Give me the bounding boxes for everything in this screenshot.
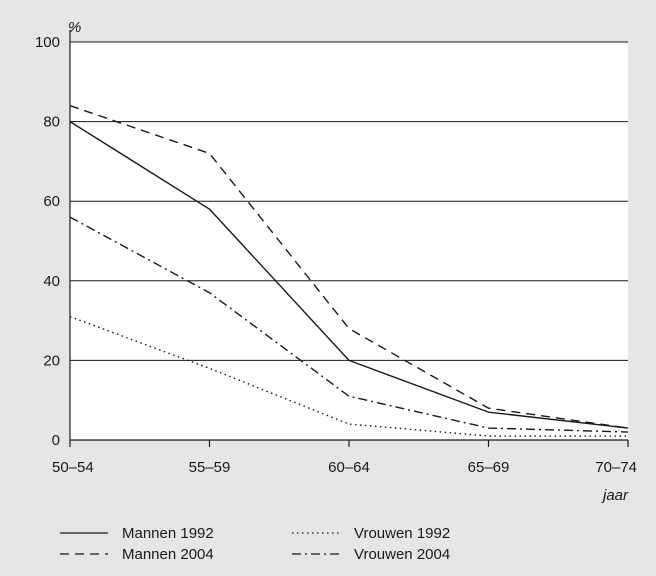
y-tick-label: 80	[43, 114, 60, 131]
x-tick-labels: 50–54 55–59 60–64 65–69 70–74	[52, 440, 637, 476]
legend-label: Vrouwen 1992	[354, 525, 450, 542]
grid-lines	[70, 41, 628, 361]
y-tick-label: 40	[43, 273, 60, 290]
legend-label: Mannen 2004	[122, 546, 214, 563]
series-line-vrouwen-2004	[69, 216, 629, 433]
x-tick-label: 60–64	[328, 459, 370, 476]
series-lines	[69, 105, 629, 437]
y-tick-label: 100	[35, 34, 60, 51]
y-tick-label: 0	[52, 432, 60, 449]
y-tick-labels: 0 20 40 60 80 100	[35, 34, 60, 449]
series-line-vrouwen-1992	[69, 315, 628, 437]
series-line-mannen-2004	[69, 105, 629, 429]
y-tick-label: 20	[43, 352, 60, 369]
legend: Mannen 1992 Mannen 2004 Vrouwen 1992 Vrouwe…	[60, 525, 450, 563]
x-unit-label: jaar	[601, 487, 629, 504]
y-unit-label: %	[68, 19, 81, 36]
y-tick-label: 60	[43, 193, 60, 210]
legend-label: Mannen 1992	[122, 525, 214, 542]
series-line-mannen-1992	[69, 121, 629, 429]
x-tick-label: 65–69	[468, 459, 510, 476]
legend-label: Vrouwen 2004	[354, 546, 450, 563]
x-tick-label: 55–59	[189, 459, 231, 476]
x-tick-label: 70–74	[595, 459, 637, 476]
plot-area	[70, 42, 628, 440]
x-tick-label: 50–54	[52, 459, 94, 476]
